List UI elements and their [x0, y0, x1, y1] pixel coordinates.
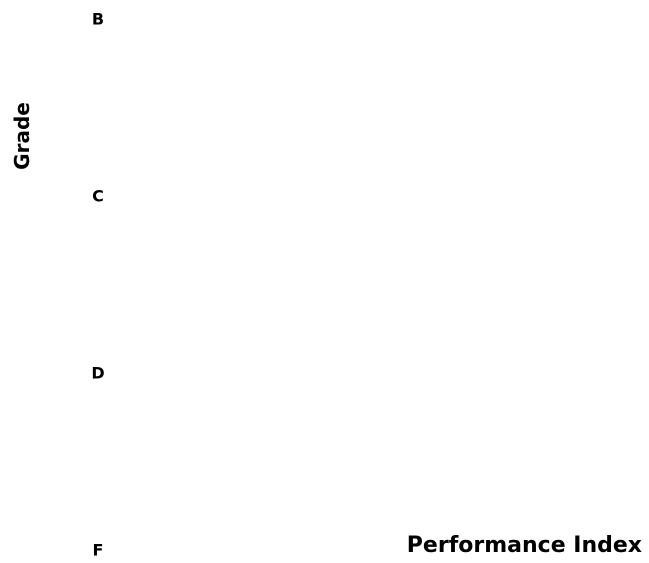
y-tick-label: B: [91, 9, 105, 29]
x-axis-label: Performance Index: [406, 533, 642, 558]
y-axis-label: Grade: [10, 102, 34, 170]
y-tick-label: D: [91, 363, 105, 383]
y-tick-label: C: [92, 186, 104, 206]
y-tick-label: F: [92, 540, 104, 560]
